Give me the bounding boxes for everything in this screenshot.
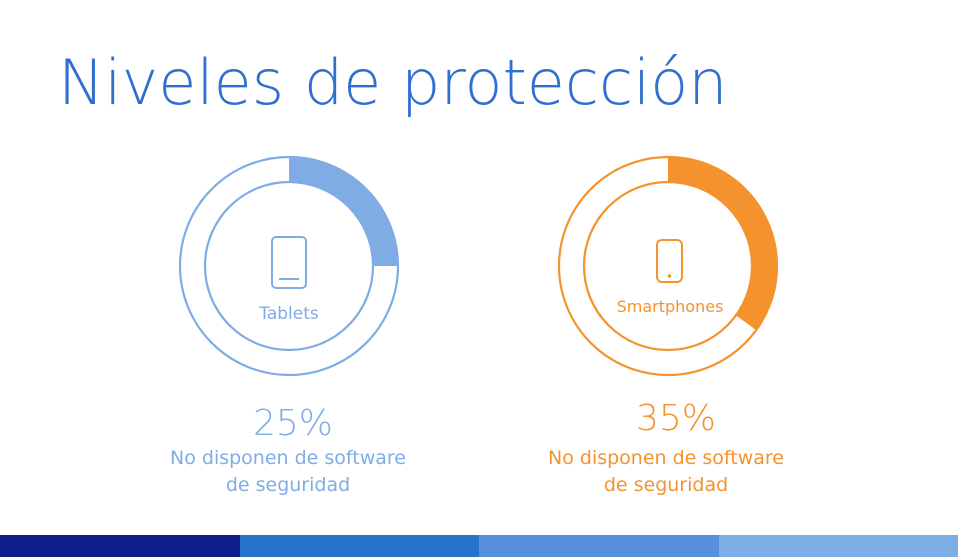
- tablets-description-line-2: de seguridad: [226, 474, 350, 496]
- smartphones-description-line-2: de seguridad: [604, 474, 728, 496]
- tablets-device-label: Tablets: [258, 304, 319, 324]
- page-title: Niveles de protección: [58, 46, 728, 119]
- smartphones-device-label: Smartphones: [617, 297, 724, 316]
- smartphones-value-arc: [668, 157, 777, 331]
- footer-segment: [479, 535, 719, 557]
- tablets-inner-ring: [203, 180, 375, 352]
- smartphones-percent-value: 35%: [636, 398, 716, 439]
- chart-tablets: Tablets 25% No disponen de software de s…: [170, 155, 406, 496]
- smartphone-icon: [656, 239, 683, 283]
- footer-segment: [718, 535, 958, 557]
- chart-smartphones: Smartphones 35% No disponen de software …: [548, 155, 784, 496]
- smartphones-inner-ring: [582, 180, 754, 352]
- tablets-description-line-1: No disponen de software: [170, 447, 406, 469]
- footer-segment: [239, 535, 479, 557]
- smartphones-description-line-1: No disponen de software: [548, 447, 784, 469]
- footer-color-bar: [0, 535, 958, 557]
- footer-segment: [0, 535, 240, 557]
- tablet-icon: [271, 236, 307, 289]
- tablets-value-arc: [289, 157, 398, 266]
- smartphone-home-dot: [667, 274, 672, 278]
- tablets-percent-value: 25%: [253, 403, 333, 444]
